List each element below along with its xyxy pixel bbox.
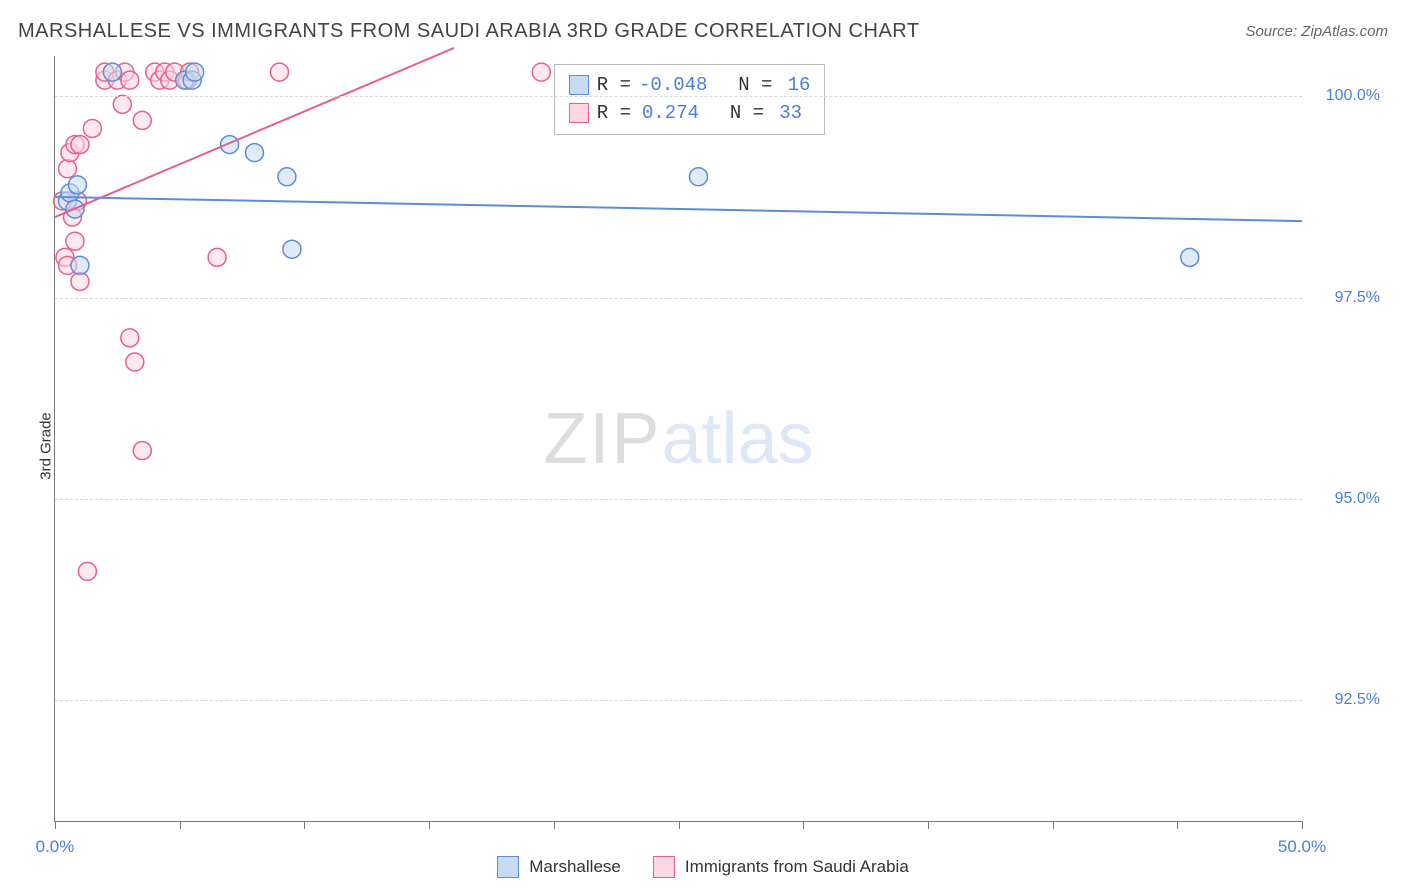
data-point [58,160,76,178]
data-point [83,119,101,137]
legend-item-blue: Marshallese [497,856,621,878]
x-tick-label: 50.0% [1278,837,1326,857]
y-tick-label: 97.5% [1310,289,1380,307]
data-point [113,95,131,113]
data-point [121,329,139,347]
plot-svg [55,56,1302,821]
stats-row: R = 0.274 N = 33 [569,99,811,128]
data-point [278,168,296,186]
data-point [71,136,89,154]
gridline-h [55,96,1302,97]
x-tick [1177,821,1178,829]
legend-swatch-blue [497,856,519,878]
data-point [126,353,144,371]
x-tick [679,821,680,829]
y-tick-label: 95.0% [1310,490,1380,508]
data-point [532,63,550,81]
stats-swatch [569,103,589,123]
stats-r-label: R = [597,99,631,128]
y-axis-label: 3rd Grade [37,412,54,480]
chart-area: 3rd Grade ZIPatlas R =-0.048 N =16R =0.2… [18,56,1388,836]
data-point [103,63,121,81]
legend-item-pink: Immigrants from Saudi Arabia [653,856,909,878]
x-tick [304,821,305,829]
x-tick [803,821,804,829]
x-tick [55,821,56,829]
gridline-h [55,298,1302,299]
legend-label-pink: Immigrants from Saudi Arabia [685,857,909,877]
chart-title: MARSHALLESE VS IMMIGRANTS FROM SAUDI ARA… [18,20,920,43]
stats-r-label: R = [597,71,631,100]
data-point [68,176,86,194]
stats-n-value: 16 [780,71,810,100]
legend-swatch-pink [653,856,675,878]
stats-n-label: N = [707,99,764,128]
source-label: Source: ZipAtlas.com [1245,23,1388,40]
data-point [1181,248,1199,266]
y-tick-label: 92.5% [1310,691,1380,709]
data-point [270,63,288,81]
stats-n-label: N = [715,71,772,100]
stats-legend: R =-0.048 N =16R =0.274 N =33 [554,64,826,135]
x-tick [1053,821,1054,829]
x-tick [928,821,929,829]
data-point [71,256,89,274]
stats-r-value: -0.048 [639,71,707,100]
data-point [78,562,96,580]
stats-r-value: 0.274 [639,99,699,128]
data-point [186,63,204,81]
stats-n-value: 33 [772,99,802,128]
data-point [121,71,139,89]
bottom-legend: Marshallese Immigrants from Saudi Arabia [0,856,1406,878]
gridline-h [55,700,1302,701]
x-tick [1302,821,1303,829]
data-point [208,248,226,266]
x-tick [429,821,430,829]
legend-label-blue: Marshallese [529,857,621,877]
data-point [283,240,301,258]
data-point [246,144,264,162]
x-tick [554,821,555,829]
data-point [133,442,151,460]
gridline-h [55,499,1302,500]
plot-region: ZIPatlas R =-0.048 N =16R =0.274 N =33 9… [54,56,1302,822]
trend-line [55,197,1302,221]
stats-row: R = -0.048 N = 16 [569,71,811,100]
data-point [221,136,239,154]
data-point [133,111,151,129]
y-tick-label: 100.0% [1310,87,1380,105]
data-point [689,168,707,186]
x-tick-label: 0.0% [36,837,75,857]
x-tick [180,821,181,829]
stats-swatch [569,75,589,95]
data-point [71,272,89,290]
data-point [66,232,84,250]
